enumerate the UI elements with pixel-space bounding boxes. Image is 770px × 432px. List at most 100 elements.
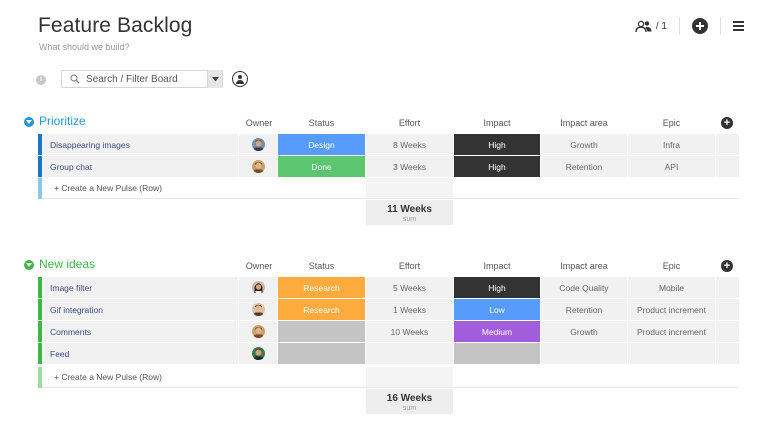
owner-cell[interactable]: [239, 277, 277, 298]
members-count: / 1: [655, 20, 667, 32]
effort-cell[interactable]: 8 Weeks: [366, 134, 453, 155]
pulse-name[interactable]: Comments: [42, 321, 238, 342]
effort-sum-value: 16 Weeks: [386, 393, 433, 404]
row-color-bar: [38, 321, 42, 342]
epic-cell[interactable]: Product increment: [628, 299, 715, 320]
effort-column-bg: [366, 178, 453, 199]
impact-cell[interactable]: [454, 343, 540, 364]
column-header-status[interactable]: Status: [308, 118, 335, 128]
status-cell[interactable]: [278, 321, 365, 342]
column-header-effort[interactable]: Effort: [398, 118, 421, 128]
impact-cell[interactable]: High: [454, 134, 540, 155]
effort-cell[interactable]: [366, 343, 453, 364]
create-pulse-row[interactable]: + Create a New Pulse (Row): [38, 178, 739, 199]
search-input[interactable]: [86, 73, 196, 85]
group-title[interactable]: Prioritize: [39, 114, 86, 128]
table-row[interactable]: Gif integration Research 1 Weeks Low Ret…: [38, 299, 739, 320]
impact-cell[interactable]: Medium: [454, 321, 540, 342]
impact-cell[interactable]: High: [454, 156, 540, 177]
extra-cell: [716, 299, 739, 320]
impact-area-cell[interactable]: Growth: [541, 134, 627, 155]
collapse-group-icon[interactable]: [24, 117, 34, 127]
group-header: Prioritize Owner Status Effort Impact Im…: [0, 110, 770, 134]
pulse-name[interactable]: Gif integration: [42, 299, 238, 320]
column-header-impact-area[interactable]: Impact area: [560, 261, 608, 271]
epic-cell[interactable]: Infra: [628, 134, 715, 155]
row-divider: [42, 198, 739, 199]
activity-icon[interactable]: [692, 18, 708, 34]
avatar: [251, 138, 265, 151]
pulse-name[interactable]: Image filter: [42, 277, 238, 298]
effort-column-bg: [366, 367, 453, 388]
owner-cell[interactable]: [239, 343, 277, 364]
extra-cell: [716, 321, 739, 342]
members-button[interactable]: / 1: [635, 20, 667, 33]
status-cell[interactable]: Research: [278, 277, 365, 298]
table-row[interactable]: Comments 10 Weeks Medium Growth Product …: [38, 321, 739, 342]
impact-area-cell[interactable]: Retention: [541, 299, 627, 320]
impact-area-cell[interactable]: Retention: [541, 156, 627, 177]
row-color-bar: [38, 156, 42, 177]
epic-cell[interactable]: Product increment: [628, 321, 715, 342]
column-header-owner[interactable]: Owner: [245, 118, 273, 128]
header-actions: / 1: [635, 16, 744, 36]
table-row[interactable]: Disappearing images Design 8 Weeks High …: [38, 134, 739, 155]
epic-cell[interactable]: Mobile: [628, 277, 715, 298]
pulse-name[interactable]: Group chat: [42, 156, 238, 177]
column-header-epic[interactable]: Epic: [662, 118, 681, 128]
column-header-owner[interactable]: Owner: [245, 261, 273, 271]
effort-cell[interactable]: 10 Weeks: [366, 321, 453, 342]
row-divider: [42, 387, 739, 388]
effort-cell[interactable]: 5 Weeks: [366, 277, 453, 298]
search-icon: [70, 74, 80, 84]
owner-cell[interactable]: [239, 299, 277, 320]
add-column-button[interactable]: +: [721, 260, 733, 272]
group-prioritize: Prioritize Owner Status Effort Impact Im…: [0, 110, 770, 225]
create-pulse-label[interactable]: + Create a New Pulse (Row): [54, 183, 162, 193]
column-header-epic[interactable]: Epic: [662, 261, 681, 271]
chevron-down-icon: [211, 76, 219, 81]
extra-cell: [716, 156, 739, 177]
person-filter-icon[interactable]: [232, 71, 248, 87]
pulse-name[interactable]: Feed: [42, 343, 238, 364]
column-header-impact[interactable]: Impact: [483, 118, 511, 128]
column-header-impact-area[interactable]: Impact area: [560, 118, 608, 128]
group-title[interactable]: New ideas: [39, 257, 96, 271]
filter-dropdown-button[interactable]: [207, 70, 222, 88]
status-cell[interactable]: Done: [278, 156, 365, 177]
extra-cell: [716, 343, 739, 364]
impact-cell[interactable]: High: [454, 277, 540, 298]
owner-cell[interactable]: [239, 321, 277, 342]
effort-cell[interactable]: 3 Weeks: [366, 156, 453, 177]
effort-cell[interactable]: 1 Weeks: [366, 299, 453, 320]
status-cell[interactable]: [278, 343, 365, 364]
impact-area-cell[interactable]: Growth: [541, 321, 627, 342]
impact-cell[interactable]: Low: [454, 299, 540, 320]
epic-cell[interactable]: [628, 343, 715, 364]
pulse-name[interactable]: Disappearing images: [42, 134, 238, 155]
column-header-effort[interactable]: Effort: [398, 261, 421, 271]
add-column-button[interactable]: +: [721, 117, 733, 129]
column-header-impact[interactable]: Impact: [483, 261, 511, 271]
table-row[interactable]: Image filter Research 5 Weeks High Code …: [38, 277, 739, 298]
table-row[interactable]: Feed: [38, 343, 739, 364]
create-pulse-row[interactable]: + Create a New Pulse (Row): [38, 367, 739, 388]
status-cell[interactable]: Design: [278, 134, 365, 155]
impact-area-cell[interactable]: Code Quality: [541, 277, 627, 298]
info-icon[interactable]: i: [36, 75, 46, 85]
owner-cell[interactable]: [239, 134, 277, 155]
create-pulse-label[interactable]: + Create a New Pulse (Row): [54, 372, 162, 382]
board-description[interactable]: What should we build?: [39, 42, 130, 52]
epic-cell[interactable]: API: [628, 156, 715, 177]
status-cell[interactable]: Research: [278, 299, 365, 320]
owner-cell[interactable]: [239, 156, 277, 177]
board-title[interactable]: Feature Backlog: [38, 14, 193, 37]
collapse-group-icon[interactable]: [24, 260, 34, 270]
column-header-status[interactable]: Status: [308, 261, 335, 271]
effort-sum-value: 11 Weeks: [387, 204, 432, 215]
impact-area-cell[interactable]: [541, 343, 627, 364]
avatar: [251, 325, 265, 338]
menu-icon[interactable]: [733, 21, 744, 31]
table-row[interactable]: Group chat Done 3 Weeks High Retention A…: [38, 156, 739, 177]
row-color-bar: [38, 178, 42, 199]
